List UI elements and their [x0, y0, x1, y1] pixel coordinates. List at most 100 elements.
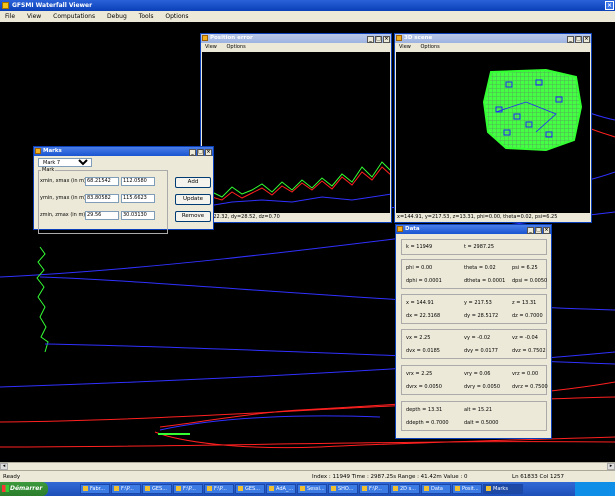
z-range-label: zmin, zmax (in m) — [40, 212, 86, 218]
menu-view[interactable]: View — [205, 44, 217, 50]
taskbar-item[interactable]: F:\P... — [111, 484, 141, 494]
update-button[interactable]: Update — [175, 194, 211, 205]
data-value: theta = 0.02 — [464, 265, 496, 271]
data-value: psi = 6.25 — [512, 265, 538, 271]
menu-options[interactable]: Options — [226, 44, 246, 50]
data-value: t = 2987.25 — [464, 244, 495, 250]
menu-view[interactable]: View — [26, 13, 42, 20]
marks-titlebar[interactable]: Marks _ □ × — [34, 147, 213, 156]
data-value: dphi = 0.0001 — [406, 278, 442, 284]
maximize-icon[interactable]: □ — [197, 149, 204, 156]
menu-options[interactable]: Options — [165, 13, 189, 20]
data-value: z = 13.31 — [512, 300, 537, 306]
status-cursor: Ln 61833 Col 1257 — [512, 474, 565, 480]
marks-window[interactable]: Marks _ □ × Mark 7 Mark xmin, xmax (in m) … — [33, 146, 214, 234]
data-value: vry = 0.06 — [464, 371, 491, 377]
app-title: GFSMI Waterfall Viewer — [12, 2, 93, 9]
close-icon[interactable]: × — [583, 36, 590, 43]
taskbar-item-label: 2D s... — [400, 486, 416, 492]
minimize-icon[interactable]: _ — [567, 36, 574, 43]
taskbar-item[interactable]: Posit... — [452, 484, 482, 494]
taskbar-item[interactable]: Data — [421, 484, 451, 494]
scene-3d-titlebar[interactable]: 3D scene _ □ × — [395, 34, 591, 43]
taskbar-item-label: F:\P... — [369, 486, 382, 492]
scene-3d-window[interactable]: 3D scene _ □ × View Options x=144.91, y — [394, 33, 592, 223]
data-value: dvrz = 0.7500 — [512, 384, 548, 390]
menu-tools[interactable]: Tools — [138, 13, 154, 20]
data-titlebar[interactable]: Data _ □ × — [396, 225, 551, 234]
menu-computations[interactable]: Computations — [53, 13, 96, 20]
close-icon[interactable]: × — [605, 1, 614, 10]
start-button[interactable]: Démarrer — [0, 482, 48, 496]
folder-icon — [207, 486, 212, 491]
app-icon — [83, 486, 88, 491]
mark-group — [38, 170, 168, 234]
data-value: alt = 15.21 — [464, 407, 493, 413]
ymin-input[interactable]: 83.80582 — [85, 194, 119, 203]
taskbar-item-label: Fabr... — [90, 486, 106, 492]
scene-3d-view[interactable] — [396, 52, 590, 214]
data-value: vrz = 0.00 — [512, 371, 539, 377]
app-icon — [486, 486, 491, 491]
taskbar-item-label: Data — [431, 486, 443, 492]
taskbar-item-label: F:\P... — [183, 486, 196, 492]
status-ready: Ready — [3, 474, 21, 480]
taskbar-item[interactable]: F:\P... — [359, 484, 389, 494]
app-icon — [2, 2, 9, 9]
taskbar-item[interactable]: 2D s... — [390, 484, 420, 494]
data-box-time: k = 11949 t = 2987.25 — [401, 239, 547, 255]
folder-icon — [176, 486, 181, 491]
close-icon[interactable]: × — [205, 149, 212, 156]
taskbar-item[interactable]: Marks — [483, 484, 523, 494]
remove-button[interactable]: Remove — [175, 211, 211, 222]
taskbar-item[interactable]: F:\P... — [173, 484, 203, 494]
close-icon[interactable]: × — [383, 36, 390, 43]
taskbar-item[interactable]: GES... — [235, 484, 265, 494]
data-window[interactable]: Data _ □ × k = 11949 t = 2987.25 phi = 0.0… — [395, 224, 552, 439]
maximize-icon[interactable]: □ — [375, 36, 382, 43]
xmin-input[interactable]: 68.21542 — [85, 177, 119, 186]
taskbar-item-label: AdA_... — [276, 486, 294, 492]
app-icon — [269, 486, 274, 491]
taskbar-item[interactable]: AdA_... — [266, 484, 296, 494]
data-value: k = 11949 — [406, 244, 433, 250]
data-value: dalt = 0.5000 — [464, 420, 499, 426]
app-icon — [455, 486, 460, 491]
add-button[interactable]: Add — [175, 177, 211, 188]
taskbar-item[interactable]: F:\P... — [204, 484, 234, 494]
ymax-input[interactable]: 115.6623 — [121, 194, 155, 203]
mark-select[interactable]: Mark 7 — [38, 158, 92, 167]
position-error-plot — [202, 52, 390, 214]
minimize-icon[interactable]: _ — [367, 36, 374, 43]
taskbar-item-label: F:\P... — [121, 486, 134, 492]
taskbar-item[interactable]: SHO... — [328, 484, 358, 494]
window-icon — [396, 35, 402, 41]
close-icon[interactable]: × — [543, 227, 550, 234]
maximize-icon[interactable]: □ — [535, 227, 542, 234]
app-icon — [238, 486, 243, 491]
position-error-status: dx=22.32, dy=28.52, dz=0.70 — [201, 213, 391, 222]
menu-debug[interactable]: Debug — [107, 13, 127, 20]
menu-file[interactable]: File — [5, 13, 16, 20]
zmin-input[interactable]: 29.56 — [85, 211, 119, 220]
zmax-input[interactable]: 30.03130 — [121, 211, 155, 220]
taskbar-item[interactable]: Fabr... — [80, 484, 110, 494]
position-error-window[interactable]: Position error _ □ × View Options dx=22.32… — [200, 33, 392, 223]
data-value: vz = -0.04 — [512, 335, 538, 341]
horizontal-scrollbar[interactable]: ◂ ▸ — [0, 462, 615, 470]
position-error-titlebar[interactable]: Position error _ □ × — [201, 34, 391, 43]
taskbar-item-label: GES... — [245, 486, 260, 492]
taskbar-item[interactable]: Sessi... — [297, 484, 327, 494]
minimize-icon[interactable]: _ — [189, 149, 196, 156]
maximize-icon[interactable]: □ — [575, 36, 582, 43]
scroll-left-icon[interactable]: ◂ — [0, 463, 8, 470]
menu-view[interactable]: View — [399, 44, 411, 50]
menu-options[interactable]: Options — [420, 44, 440, 50]
data-value: dx = 22.3168 — [406, 313, 441, 319]
marks-title: Marks — [43, 148, 62, 154]
taskbar: Démarrer Fabr... F:\P... GES... F:\P... … — [0, 482, 615, 496]
taskbar-item[interactable]: GES... — [142, 484, 172, 494]
scroll-right-icon[interactable]: ▸ — [607, 463, 615, 470]
xmax-input[interactable]: 112.0580 — [121, 177, 155, 186]
minimize-icon[interactable]: _ — [527, 227, 534, 234]
